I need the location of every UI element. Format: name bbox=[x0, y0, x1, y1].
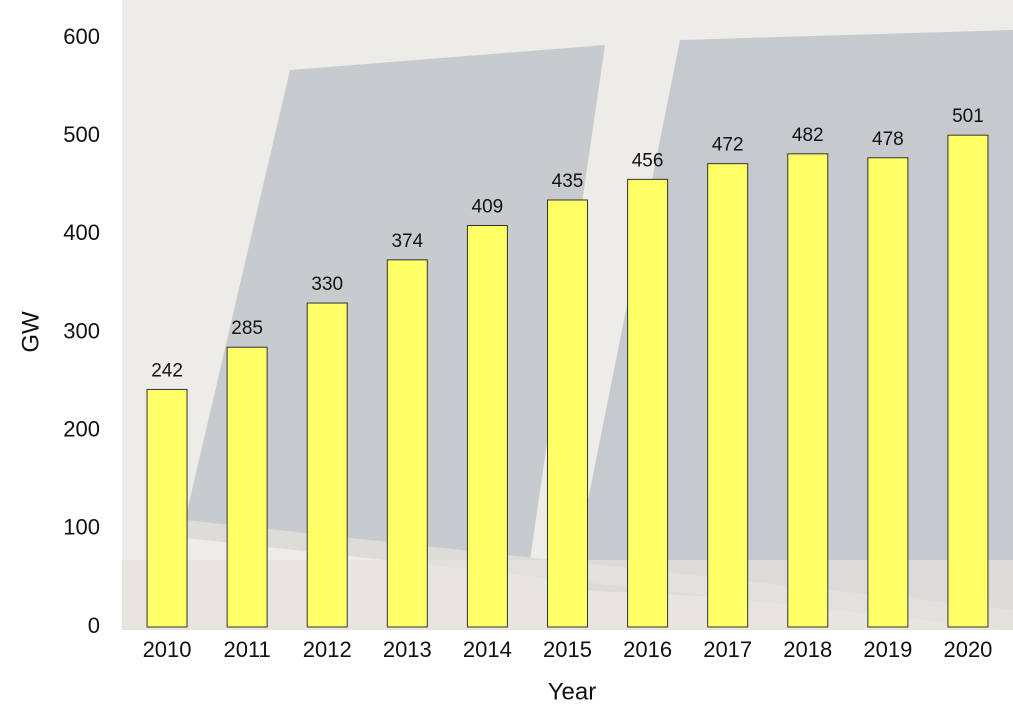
y-axis-title: GW bbox=[17, 311, 44, 353]
chart: Year GW 0 100 200 300 400 500 600 2010 242 2011 28… bbox=[0, 0, 1013, 709]
x-tick-label: 2013 bbox=[383, 637, 432, 662]
bar bbox=[467, 225, 507, 627]
bar bbox=[628, 179, 668, 627]
value-label: 330 bbox=[311, 274, 343, 295]
bar bbox=[868, 158, 908, 627]
value-label: 285 bbox=[231, 318, 263, 339]
value-label: 242 bbox=[151, 360, 183, 381]
value-label: 374 bbox=[391, 231, 423, 252]
value-label: 482 bbox=[792, 125, 824, 146]
page: {"chart_data": {"type": "bar", "x_label"… bbox=[0, 0, 1013, 709]
x-axis-title: Year bbox=[548, 678, 597, 705]
value-label: 435 bbox=[552, 171, 584, 192]
bar bbox=[387, 260, 427, 627]
value-label: 478 bbox=[872, 129, 904, 150]
x-tick-label: 2016 bbox=[623, 637, 672, 662]
y-tick-label: 600 bbox=[63, 24, 100, 49]
x-tick-label: 2019 bbox=[863, 637, 912, 662]
y-tick-label: 200 bbox=[63, 416, 100, 441]
x-tick-label: 2014 bbox=[463, 637, 512, 662]
bar bbox=[548, 200, 588, 627]
value-label: 501 bbox=[952, 106, 984, 127]
y-tick-label: 0 bbox=[88, 613, 100, 638]
bar bbox=[788, 154, 828, 627]
y-tick-label: 400 bbox=[63, 220, 100, 245]
bar bbox=[708, 164, 748, 627]
x-tick-label: 2020 bbox=[943, 637, 992, 662]
value-label: 472 bbox=[712, 135, 744, 156]
y-tick-label: 500 bbox=[63, 122, 100, 147]
bar bbox=[227, 347, 267, 627]
bar bbox=[307, 303, 347, 627]
x-tick-label: 2017 bbox=[703, 637, 752, 662]
bar bbox=[147, 389, 187, 627]
x-tick-label: 2012 bbox=[303, 637, 352, 662]
x-tick-label: 2018 bbox=[783, 637, 832, 662]
x-tick-label: 2010 bbox=[143, 637, 192, 662]
y-tick-label: 100 bbox=[63, 515, 100, 540]
bar bbox=[948, 135, 988, 627]
x-tick-label: 2011 bbox=[223, 637, 270, 662]
y-tick-label: 300 bbox=[63, 318, 100, 343]
value-label: 409 bbox=[472, 197, 504, 218]
x-tick-label: 2015 bbox=[543, 637, 592, 662]
value-label: 456 bbox=[632, 150, 664, 171]
